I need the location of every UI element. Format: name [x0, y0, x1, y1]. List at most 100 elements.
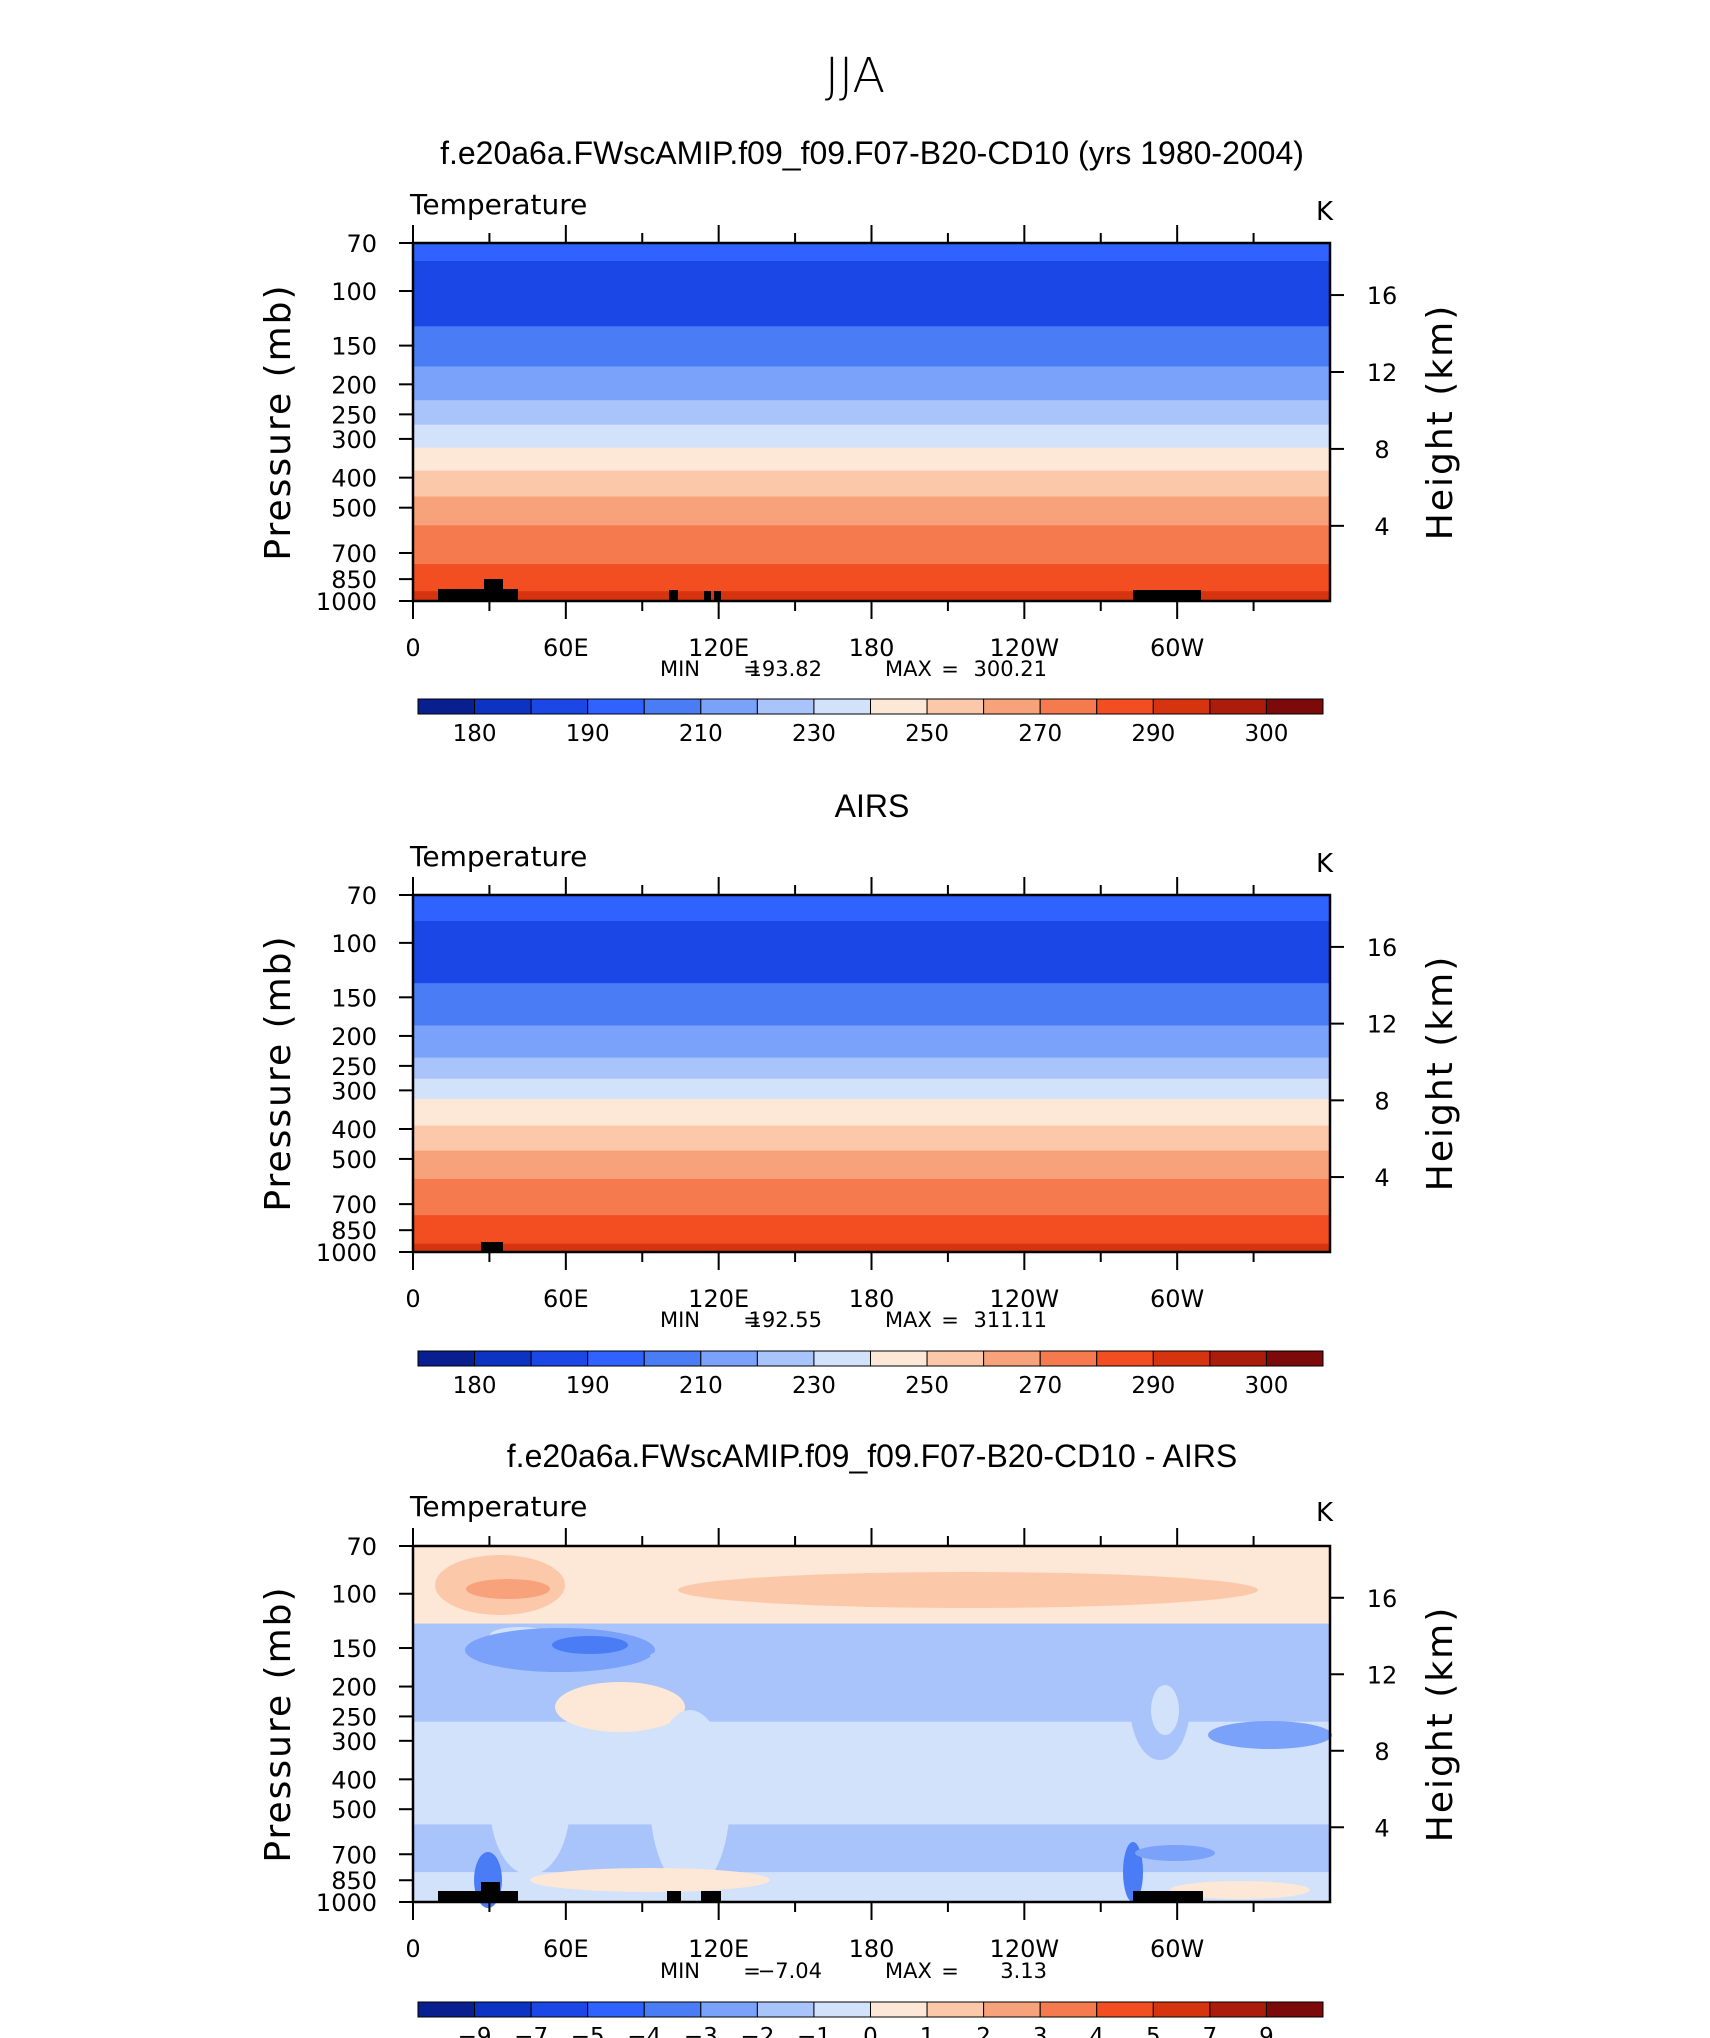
colorbar-swatch	[530, 698, 589, 715]
colorbar-swatch	[474, 698, 532, 715]
min-equals: =	[743, 1308, 761, 1332]
anomaly-cold	[650, 1710, 730, 1890]
colorbar-tick-label: 3	[1033, 2024, 1048, 2038]
x-tick-label: 60W	[1150, 634, 1204, 662]
anomaly-warm	[678, 1572, 1258, 1608]
contour-band	[413, 424, 1330, 449]
panel-1-title: f.e20a6a.FWscAMIP.f09_f09.F07-B20-CD10 (…	[440, 135, 1304, 171]
y-tick-label: 70	[346, 1533, 377, 1561]
contour-band	[413, 1057, 1330, 1080]
x-tick-label: 120W	[990, 1935, 1060, 1963]
colorbar-tick-label: 250	[905, 721, 949, 747]
topography-mask	[481, 1882, 500, 1894]
contour-band	[413, 447, 1330, 472]
colorbar-swatch	[417, 1350, 476, 1367]
panel-2-variable: Temperature	[409, 840, 587, 873]
y2-tick-label: 12	[1367, 1661, 1398, 1689]
contour-band	[413, 895, 1330, 922]
contour-band	[413, 1243, 1330, 1253]
anomaly-cold	[1135, 1845, 1215, 1861]
colorbar-swatch	[870, 698, 928, 715]
colorbar-tick-label: 7	[1203, 2024, 1218, 2038]
x-tick-label: 120W	[990, 1285, 1060, 1313]
y-tick-label: 100	[331, 1581, 377, 1609]
contour-band	[413, 470, 1330, 497]
min-value: −7.04	[758, 1959, 822, 1983]
contour-band	[413, 496, 1330, 526]
colorbar-swatch	[1096, 698, 1154, 715]
colorbar-tick-label: 270	[1018, 1373, 1062, 1399]
topography-mask	[1133, 590, 1201, 601]
contour-band	[413, 983, 1330, 1027]
contour-band	[413, 1125, 1330, 1152]
min-equals: =	[743, 1959, 761, 1983]
topography-mask	[714, 591, 721, 601]
y-tick-label: 250	[331, 401, 377, 429]
panel-3-variable: Temperature	[409, 1490, 587, 1523]
topography-mask	[484, 579, 503, 591]
colorbar-swatch	[983, 1350, 1041, 1367]
colorbar-swatch	[756, 698, 815, 715]
anomaly-warm	[1170, 1881, 1310, 1899]
contour-band	[413, 326, 1330, 367]
y-tick-label: 700	[331, 1841, 377, 1869]
anomaly-warm	[466, 1579, 550, 1599]
colorbar-swatch	[1152, 2001, 1211, 2018]
colorbar-swatch	[643, 2001, 702, 2018]
anomaly-cold	[552, 1636, 628, 1654]
colorbar-swatch	[1152, 698, 1211, 715]
y-tick-label: 400	[331, 1766, 377, 1794]
colorbar-tick-label: 250	[905, 1373, 949, 1399]
x-tick-label: 120E	[688, 1935, 749, 1963]
y-tick-label: 400	[331, 465, 377, 493]
y-tick-label: 200	[331, 1674, 377, 1702]
y-tick-label: 850	[331, 1867, 377, 1895]
colorbar-swatch	[643, 1350, 702, 1367]
contour-band	[413, 243, 1330, 262]
anomaly-warm	[1151, 1685, 1179, 1735]
max-value: 3.13	[1000, 1959, 1047, 1983]
colorbar-swatch	[813, 698, 871, 715]
contour-band	[413, 400, 1330, 426]
y-tick-label: 1000	[316, 588, 377, 616]
anomaly-cold	[490, 1735, 570, 1875]
colorbar-tick-label: 290	[1131, 1373, 1175, 1399]
colorbar-swatch	[700, 698, 758, 715]
y-tick-label: 200	[331, 371, 377, 399]
colorbar-swatch	[1265, 1350, 1324, 1367]
colorbar-tick-label: −4	[627, 2024, 661, 2038]
y-tick-label: 250	[331, 1703, 377, 1731]
colorbar-swatch	[1039, 1350, 1098, 1367]
panel-3-units: K	[1316, 1498, 1334, 1528]
panel-3-colorbar: −9 −7 −5 −4 −3 −2 −1 0 1 2 3 4 5 7 9	[417, 2001, 1324, 2038]
colorbar-swatch	[1209, 2001, 1267, 2018]
max-label: MAX	[885, 657, 932, 681]
contour-band	[413, 1099, 1330, 1127]
y-tick-label: 100	[331, 278, 377, 306]
panel-3-y2label: Height (km)	[1420, 1606, 1461, 1842]
y-tick-label: 300	[331, 426, 377, 454]
colorbar-swatch	[983, 698, 1041, 715]
panel-1-y2label: Height (km)	[1420, 304, 1461, 540]
colorbar-tick-label: 190	[566, 1373, 610, 1399]
colorbar-swatch	[1096, 1350, 1154, 1367]
colorbar-tick-label: 180	[453, 1373, 497, 1399]
colorbar-tick-label: 290	[1131, 721, 1175, 747]
x-tick-label: 0	[405, 634, 420, 662]
panel-2-colorbar: 180 190 210 230 250 270 290 300	[417, 1350, 1324, 1399]
y-tick-label: 1000	[316, 1239, 377, 1267]
contour-band	[413, 1078, 1330, 1100]
colorbar-tick-label: 1	[920, 2024, 935, 2038]
y2-tick-label: 8	[1374, 1738, 1389, 1766]
season-title: JJA	[825, 48, 885, 104]
topography-mask	[438, 589, 518, 601]
colorbar-tick-label: 5	[1146, 2024, 1161, 2038]
x-tick-label: 120W	[990, 634, 1060, 662]
colorbar-swatch	[926, 1350, 985, 1367]
panel-3: f.e20a6a.FWscAMIP.f09_f09.F07-B20-CD10 -…	[258, 1438, 1461, 2038]
